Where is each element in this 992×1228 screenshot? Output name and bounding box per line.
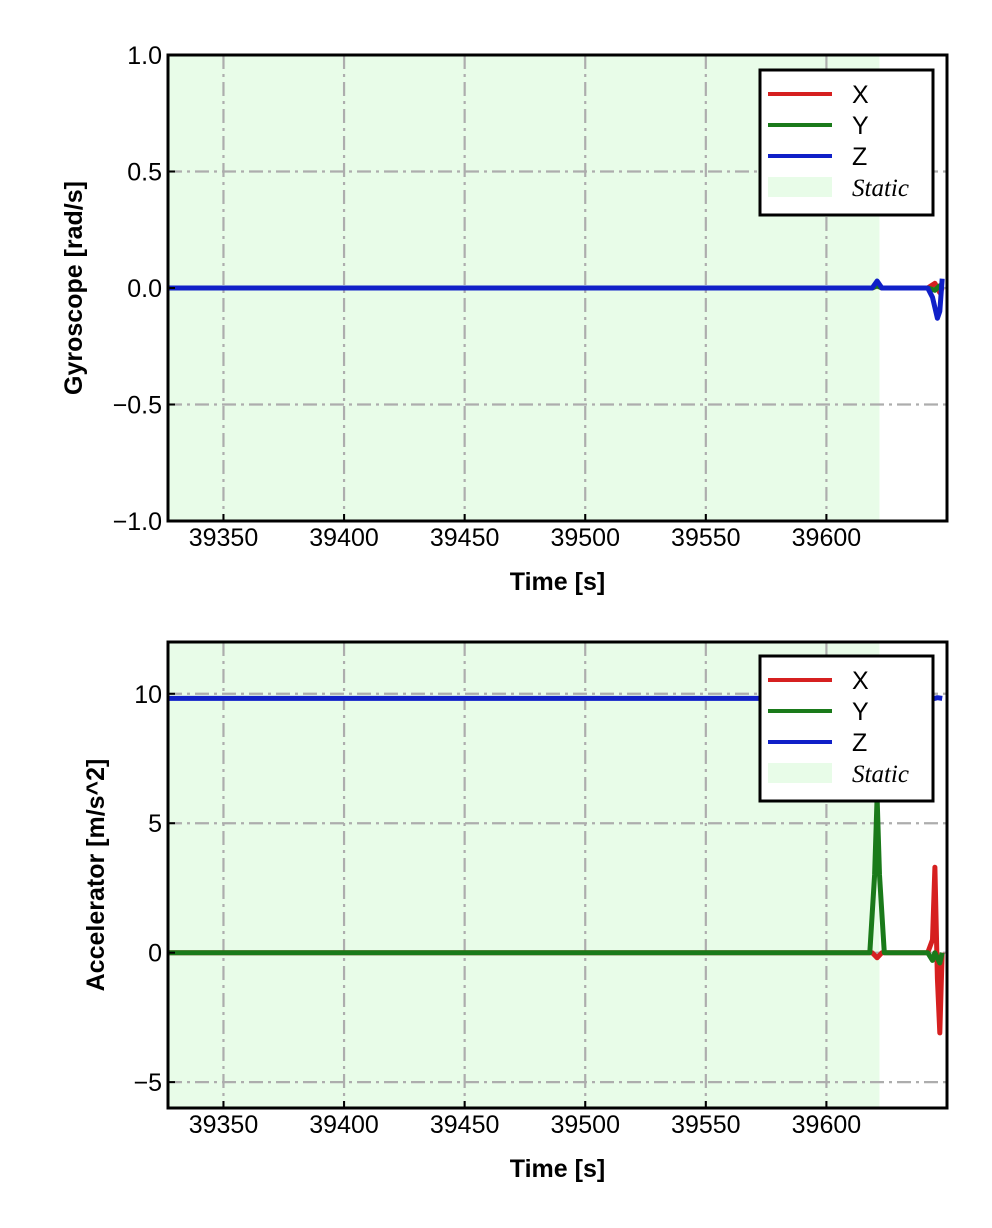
x-tick-label: 39550 <box>671 1111 741 1139</box>
legend-label-z: Z <box>852 143 867 171</box>
y-tick-label: 0.5 <box>127 159 162 187</box>
x-tick-label: 39400 <box>309 1111 379 1139</box>
legend-swatch-static <box>768 763 832 783</box>
legend-label-z: Z <box>852 729 867 757</box>
x-tick-label: 39600 <box>792 1111 862 1139</box>
x-axis-label: Time [s] <box>510 568 605 596</box>
x-tick-label: 39350 <box>189 1111 259 1139</box>
axes-frame <box>166 640 949 1110</box>
x-tick-label: 39500 <box>550 524 620 552</box>
x-axis-label: Time [s] <box>510 1155 605 1183</box>
y-axis-label: Accelerator [m/s^2] <box>82 759 110 992</box>
legend-label-static: Static <box>852 761 909 788</box>
y-axis-label: Gyroscope [rad/s] <box>60 181 88 395</box>
legend-label-static: Static <box>852 175 909 202</box>
x-tick-label: 39450 <box>430 524 500 552</box>
legend-label-y: Y <box>852 698 869 726</box>
x-tick-label: 39600 <box>792 524 862 552</box>
chart-panel-1: 39350 39400 39450 39500 39550 39600 −1.0 −0.5 0.… <box>60 42 949 596</box>
series-line-y <box>168 794 945 966</box>
legend-label-x: X <box>852 81 869 109</box>
y-tick-label: −5 <box>133 1069 162 1097</box>
y-tick-label: −1.0 <box>113 508 162 536</box>
legend-label-x: X <box>852 667 869 695</box>
x-tick-label: 39450 <box>430 1111 500 1139</box>
legend: XYZ Static <box>758 654 935 803</box>
chart-panel-2: 39350 39400 39450 39500 39550 39600 −5 0 5 10 Time… <box>82 640 949 1183</box>
x-tick-label: 39400 <box>309 524 379 552</box>
legend-swatch-static <box>768 177 832 197</box>
y-tick-label: 0 <box>148 940 162 968</box>
y-tick-label: −0.5 <box>113 392 162 420</box>
y-tick-label: 0.0 <box>127 275 162 303</box>
legend: XYZ Static <box>758 68 935 217</box>
y-tick-label: 1.0 <box>127 42 162 70</box>
x-tick-label: 39500 <box>550 1111 620 1139</box>
y-tick-label: 5 <box>148 810 162 838</box>
legend-label-y: Y <box>852 112 869 140</box>
series-line-z <box>168 278 945 321</box>
x-tick-label: 39350 <box>189 524 259 552</box>
y-tick-label: 10 <box>134 681 162 709</box>
x-tick-label: 39550 <box>671 524 741 552</box>
